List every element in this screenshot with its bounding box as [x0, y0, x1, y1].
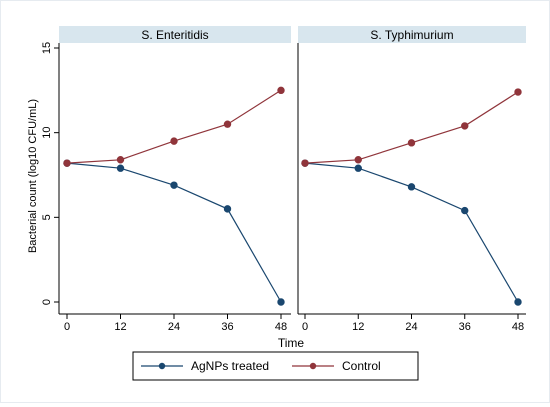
- y-tick-label: 0: [41, 299, 53, 305]
- data-point: [223, 120, 232, 128]
- x-tick-label: 12: [114, 321, 126, 333]
- x-tick-label: 24: [405, 321, 417, 333]
- data-point: [277, 298, 285, 306]
- panel-header-strip: [59, 26, 291, 43]
- data-point: [170, 137, 178, 145]
- data-point: [514, 88, 522, 96]
- data-point: [461, 206, 469, 215]
- data-point: [277, 86, 285, 95]
- legend-marker: [158, 362, 166, 370]
- panel-0: S. Enteritidis 0 5 10 15 0 12 24 36 48: [41, 26, 291, 333]
- data-point: [407, 139, 416, 147]
- x-tick-label: 48: [275, 321, 287, 333]
- data-point: [116, 164, 125, 172]
- panel-header-strip: [298, 26, 526, 43]
- panel-1: S. Typhimurium 0 12 24 36 48: [297, 26, 526, 333]
- data-point: [63, 159, 71, 167]
- data-point: [461, 122, 469, 130]
- legend-label: AgNPs treated: [191, 359, 269, 373]
- data-point: [223, 205, 232, 213]
- x-tick-label: 36: [221, 321, 233, 333]
- legend-label: Control: [342, 359, 381, 373]
- x-tick-label: 0: [64, 321, 70, 333]
- data-point: [354, 156, 362, 164]
- legend-marker: [309, 362, 317, 370]
- x-tick-label: 24: [168, 321, 180, 333]
- data-point: [407, 183, 416, 191]
- data-point: [514, 298, 522, 306]
- x-tick-label: 0: [302, 321, 308, 333]
- y-tick-label: 10: [41, 127, 53, 139]
- data-point: [170, 181, 178, 189]
- data-point: [116, 156, 125, 164]
- y-tick-label: 15: [41, 42, 53, 54]
- data-point: [301, 159, 309, 167]
- data-point: [354, 164, 362, 172]
- series-line-1: [66, 89, 282, 164]
- x-axis-label: Time: [278, 336, 305, 350]
- y-axis-label: Bacterial count (log10 CFU/mL): [27, 99, 39, 253]
- legend: AgNPs treated Control: [132, 351, 419, 381]
- x-tick-label: 12: [352, 321, 364, 333]
- y-tick-label: 5: [41, 214, 53, 220]
- x-tick-label: 48: [512, 321, 524, 333]
- series-line-1: [304, 91, 519, 164]
- panel-title: S. Enteritidis: [141, 28, 208, 42]
- x-tick-label: 36: [459, 321, 471, 333]
- panel-title: S. Typhimurium: [370, 28, 453, 42]
